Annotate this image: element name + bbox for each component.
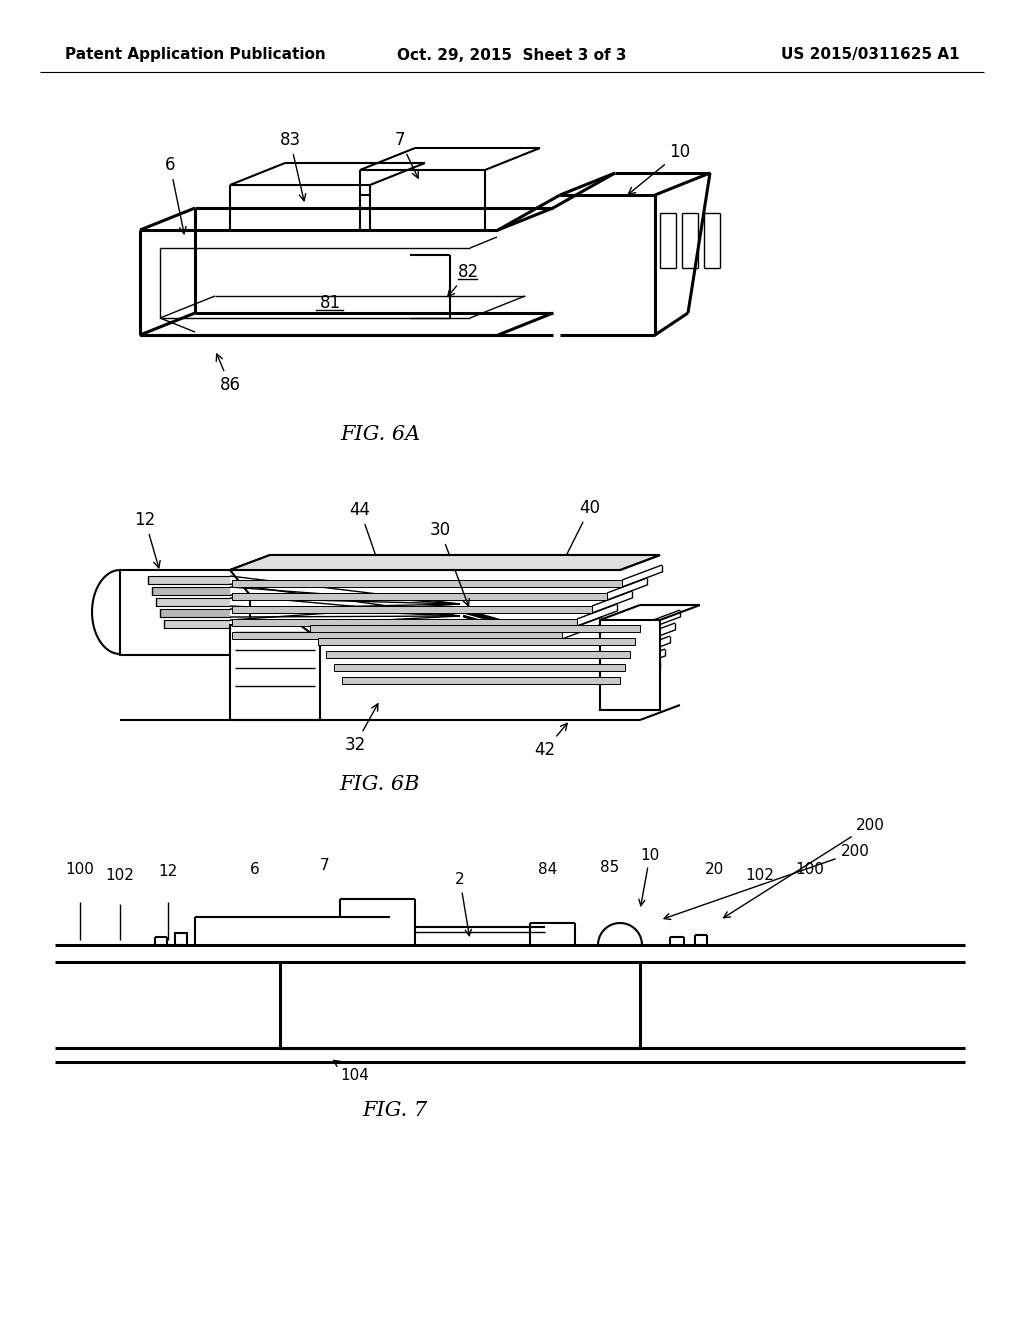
FancyBboxPatch shape	[232, 606, 592, 612]
FancyBboxPatch shape	[148, 576, 230, 583]
Text: 81: 81	[319, 294, 341, 312]
Text: 7: 7	[321, 858, 330, 873]
Text: 83: 83	[280, 131, 306, 201]
Text: 102: 102	[745, 867, 774, 883]
Text: FIG. 6B: FIG. 6B	[340, 776, 420, 795]
Text: Patent Application Publication: Patent Application Publication	[65, 48, 326, 62]
FancyBboxPatch shape	[164, 620, 230, 628]
FancyBboxPatch shape	[160, 609, 230, 616]
FancyBboxPatch shape	[232, 593, 607, 601]
Text: 82: 82	[447, 263, 478, 297]
Text: 100: 100	[796, 862, 824, 878]
Text: 86: 86	[216, 354, 241, 393]
Text: 20: 20	[706, 862, 725, 878]
Text: 2: 2	[456, 873, 471, 936]
Text: 44: 44	[349, 502, 380, 564]
FancyBboxPatch shape	[232, 632, 562, 639]
FancyBboxPatch shape	[334, 664, 625, 671]
FancyBboxPatch shape	[232, 579, 622, 587]
FancyBboxPatch shape	[326, 651, 630, 657]
Text: 102: 102	[105, 867, 134, 883]
Text: 7: 7	[394, 131, 418, 178]
Text: 12: 12	[134, 511, 160, 568]
Text: 40: 40	[562, 499, 600, 564]
FancyBboxPatch shape	[156, 598, 230, 606]
FancyBboxPatch shape	[342, 677, 620, 684]
Text: 85: 85	[600, 861, 620, 875]
Text: US 2015/0311625 A1: US 2015/0311625 A1	[781, 48, 961, 62]
Text: FIG. 7: FIG. 7	[362, 1101, 428, 1119]
FancyBboxPatch shape	[152, 587, 230, 595]
Text: 42: 42	[535, 723, 567, 759]
Polygon shape	[120, 570, 250, 655]
FancyBboxPatch shape	[600, 620, 660, 710]
Text: 10: 10	[629, 143, 690, 194]
FancyBboxPatch shape	[310, 624, 640, 632]
Text: 10: 10	[639, 847, 659, 906]
Text: Oct. 29, 2015  Sheet 3 of 3: Oct. 29, 2015 Sheet 3 of 3	[397, 48, 627, 62]
FancyBboxPatch shape	[175, 933, 187, 945]
Text: 200: 200	[665, 845, 869, 920]
Text: 84: 84	[539, 862, 558, 878]
Text: FIG. 6A: FIG. 6A	[340, 425, 420, 445]
Text: 200: 200	[724, 817, 885, 917]
Text: 6: 6	[250, 862, 260, 878]
Text: 6: 6	[165, 156, 186, 234]
Polygon shape	[230, 624, 319, 719]
Text: 104: 104	[334, 1060, 370, 1082]
FancyBboxPatch shape	[318, 638, 635, 645]
Text: 30: 30	[429, 521, 469, 606]
Text: 12: 12	[159, 865, 177, 879]
Text: 100: 100	[66, 862, 94, 878]
FancyBboxPatch shape	[232, 619, 577, 626]
Text: 32: 32	[344, 704, 378, 754]
Polygon shape	[230, 554, 660, 570]
